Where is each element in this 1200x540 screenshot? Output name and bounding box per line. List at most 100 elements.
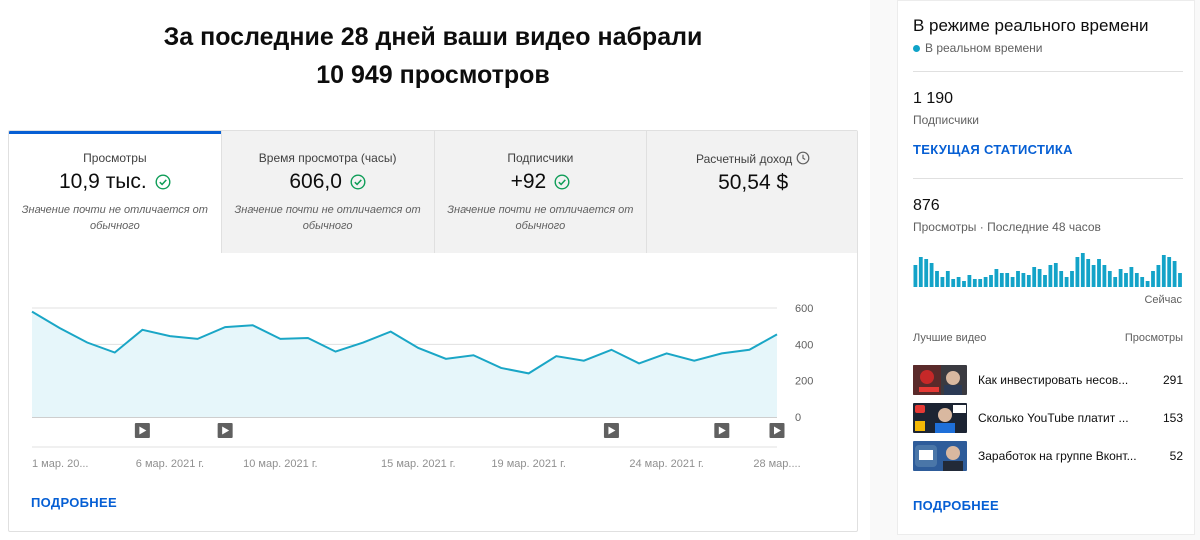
- video-views: 153: [1162, 411, 1183, 425]
- tab-views[interactable]: Просмотры 10,9 тыс. Значение почти не от…: [9, 131, 221, 253]
- hourly-views-bar: [1124, 273, 1128, 287]
- video-views: 291: [1162, 373, 1183, 387]
- tab-value: 50,54 $: [718, 171, 789, 194]
- video-title: Сколько YouTube платит ...: [978, 411, 1129, 425]
- divider: [913, 178, 1183, 179]
- video-thumbnail: [913, 403, 967, 433]
- hourly-views-chart: [913, 253, 1182, 287]
- top-video-row[interactable]: Сколько YouTube платит ... 153: [913, 403, 1183, 435]
- current-stats-link[interactable]: ТЕКУЩАЯ СТАТИСТИКА: [913, 142, 1073, 157]
- live-indicator: В реальном времени: [913, 41, 1042, 55]
- hourly-views-bar: [1167, 257, 1172, 287]
- top-videos-header: Лучшие видео Просмотры: [913, 332, 1183, 344]
- hourly-views-bar: [945, 271, 950, 287]
- realtime-views-label: Просмотры · Последние 48 часов: [913, 220, 1101, 234]
- tab-value: 10,9 тыс.: [58, 170, 147, 193]
- hourly-views-bar: [935, 271, 939, 287]
- hourly-views-bar: [1010, 277, 1015, 287]
- hourly-views-bar: [1021, 273, 1026, 287]
- video-thumbnail: [913, 365, 967, 395]
- tab-value: 606,0: [289, 170, 342, 193]
- check-circle-icon: [155, 174, 171, 190]
- hourly-views-bar: [1161, 255, 1166, 287]
- hourly-views-bar: [1043, 275, 1047, 287]
- video-thumbnail: [913, 441, 967, 471]
- metric-tabs: Просмотры 10,9 тыс. Значение почти не от…: [9, 131, 857, 253]
- play-icon: [222, 426, 230, 435]
- tab-value-row: +92: [435, 170, 647, 194]
- tab-title: Просмотры: [83, 151, 147, 165]
- hourly-views-bar: [1048, 265, 1053, 287]
- top-videos-label: Лучшие видео: [913, 332, 987, 344]
- hourly-views-bar: [1070, 271, 1074, 287]
- hourly-views-bar: [1113, 277, 1118, 287]
- hourly-views-bar: [1026, 275, 1031, 287]
- hourly-views-bar: [1059, 271, 1064, 287]
- x-tick-label: 28 мар....: [753, 458, 800, 470]
- hourly-views-bar: [1156, 265, 1161, 287]
- hourly-views-bar: [1053, 263, 1058, 287]
- hourly-views-bar: [967, 275, 972, 287]
- y-tick-label: 600: [795, 303, 813, 315]
- views-chart: 600 400 200 0 1 мар. 20... 6 мар. 2021 г. 10 м…: [9, 253, 857, 483]
- check-circle-icon: [554, 174, 570, 190]
- live-dot-icon: [913, 44, 920, 52]
- hourly-views-bar: [1118, 269, 1123, 287]
- more-details-link[interactable]: ПОДРОБНЕЕ: [31, 495, 117, 510]
- top-video-row[interactable]: Как инвестировать несов... 291: [913, 365, 1183, 397]
- top-video-row[interactable]: Заработок на группе Вконт... 52: [913, 441, 1183, 473]
- realtime-more-link[interactable]: ПОДРОБНЕЕ: [913, 498, 999, 513]
- now-label: Сейчас: [1144, 294, 1182, 306]
- hourly-views-bar: [956, 277, 961, 287]
- series-line: [31, 310, 778, 375]
- hourly-views-bar: [989, 275, 993, 287]
- hourly-views-bar: [1178, 273, 1182, 287]
- hourly-views-bar: [1080, 253, 1085, 287]
- hourly-views-bar: [962, 281, 966, 287]
- hourly-views-bar: [1129, 267, 1134, 287]
- check-circle-icon: [350, 174, 366, 190]
- headline-total-views: 10 949 просмотров: [316, 61, 550, 89]
- live-label: В реальном времени: [925, 41, 1043, 55]
- tab-note: Значение почти не отличается от обычного: [447, 204, 634, 232]
- hourly-views-bar: [1075, 257, 1080, 287]
- hourly-views-bar: [1102, 265, 1107, 287]
- tab-value-row: 50,54 $: [647, 171, 857, 195]
- tab-title: Подписчики: [507, 151, 574, 165]
- hourly-views-bar: [1140, 277, 1145, 287]
- hourly-views-bar: [1097, 259, 1101, 287]
- video-views: 52: [1169, 449, 1183, 463]
- realtime-title: В режиме реального времени: [913, 16, 1149, 35]
- hourly-views-bar: [1091, 265, 1096, 287]
- hourly-views-bar: [929, 263, 934, 287]
- video-title: Как инвестировать несов...: [978, 373, 1129, 387]
- hourly-views-bar: [1037, 269, 1042, 287]
- tab-subscribers[interactable]: Подписчики +92 Значение почти не отличае…: [433, 131, 647, 253]
- realtime-panel: В режиме реального времени В реальном вр…: [897, 0, 1195, 535]
- hourly-views-bar: [1151, 271, 1155, 287]
- x-tick-label: 24 мар. 2021 г.: [629, 458, 703, 470]
- views-chart-svg: 600 400 200 0 1 мар. 20... 6 мар. 2021 г. 10 м…: [31, 303, 813, 470]
- tab-watch-time[interactable]: Время просмотра (часы) 606,0 Значение по…: [220, 131, 434, 253]
- x-tick-label: 19 мар. 2021 г.: [491, 458, 565, 470]
- headline-line-1: За последние 28 дней ваши видео набрали: [163, 23, 703, 51]
- x-tick-label: 1 мар. 20...: [32, 458, 89, 470]
- hourly-views-bar: [1016, 271, 1020, 287]
- video-title: Заработок на группе Вконт...: [978, 449, 1137, 463]
- y-tick-label: 0: [795, 412, 801, 424]
- x-tick-label: 10 мар. 2021 г.: [243, 458, 317, 470]
- series-area: [32, 311, 777, 417]
- play-icon: [774, 426, 781, 435]
- subscribers-count: 1 190: [913, 90, 954, 107]
- tab-revenue[interactable]: Расчетный доход 50,54 $: [646, 131, 857, 253]
- hourly-views-bar: [913, 265, 918, 287]
- y-tick-label: 400: [795, 339, 813, 351]
- hourly-views-bar: [1172, 261, 1177, 287]
- page-headline: За последние 28 дней ваши видео набрали …: [8, 18, 858, 94]
- hourly-views-bar: [983, 277, 988, 287]
- hourly-views-bar: [999, 273, 1004, 287]
- y-tick-label: 200: [795, 376, 813, 388]
- clock-icon: [796, 151, 810, 165]
- x-tick-label: 15 мар. 2021 г.: [381, 458, 455, 470]
- play-icon: [139, 426, 147, 435]
